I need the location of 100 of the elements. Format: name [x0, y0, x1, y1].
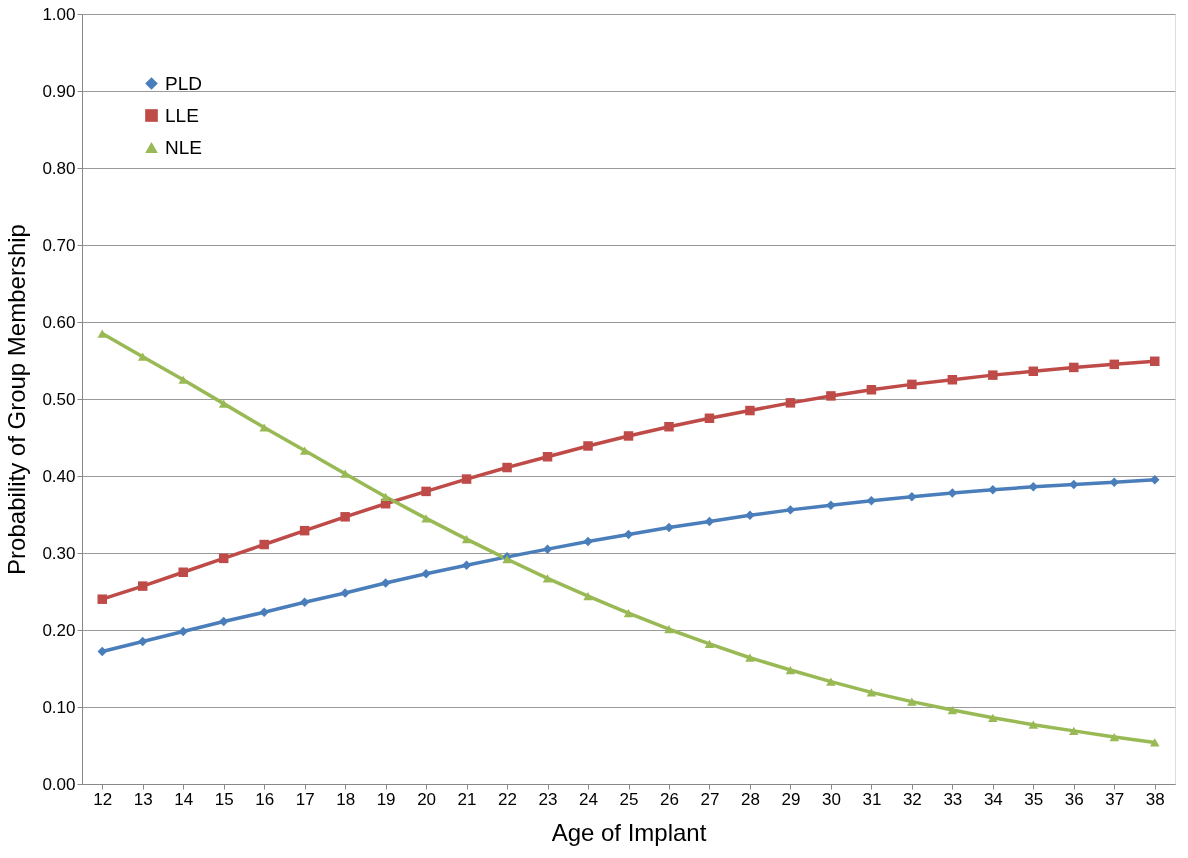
point	[583, 441, 593, 451]
point	[299, 525, 310, 536]
y-tick-label: 0.00	[42, 774, 76, 794]
point	[137, 352, 148, 361]
x-tick-label: 36	[1064, 789, 1084, 809]
point	[704, 516, 715, 527]
point	[826, 500, 836, 510]
x-tick-label: 33	[943, 789, 963, 809]
point	[340, 469, 350, 478]
y-tick-label: 0.70	[42, 235, 76, 255]
point	[218, 399, 229, 408]
point	[1069, 362, 1079, 373]
point	[947, 705, 958, 715]
point	[542, 574, 553, 583]
point	[745, 653, 755, 662]
point	[1109, 732, 1120, 742]
y-tick-label: 0.80	[42, 158, 76, 178]
point	[299, 597, 310, 608]
x-tick-label: 13	[133, 789, 153, 809]
point	[785, 398, 796, 408]
point	[988, 485, 998, 495]
x-tick-label: 26	[660, 789, 679, 809]
x-tick-label: 20	[417, 789, 437, 809]
point	[461, 535, 472, 544]
point	[1150, 475, 1160, 485]
legend-label: NLE	[165, 136, 202, 158]
point	[421, 514, 431, 523]
point	[259, 539, 269, 550]
point	[583, 536, 593, 547]
point	[907, 492, 917, 502]
point	[1109, 359, 1120, 370]
point	[664, 421, 674, 432]
x-tick-label: 35	[1024, 789, 1044, 809]
point	[97, 594, 107, 604]
x-tick-label: 28	[740, 789, 760, 809]
point	[704, 413, 715, 423]
y-tick-label: 0.60	[42, 312, 76, 332]
x-tick-label: 32	[902, 789, 922, 809]
point	[97, 646, 107, 657]
y-tick-label: 1.00	[42, 4, 76, 24]
y-tick-label: 0.90	[42, 81, 76, 101]
point	[380, 578, 391, 588]
point	[826, 677, 836, 686]
x-tick-label: 23	[538, 789, 558, 809]
point	[1150, 356, 1160, 367]
point	[583, 592, 593, 601]
x-tick-label: 14	[174, 789, 194, 809]
x-tick-label: 18	[336, 789, 356, 809]
point	[218, 616, 229, 627]
x-tick-label: 21	[457, 789, 477, 809]
y-tick-label: 0.10	[42, 697, 76, 717]
point	[178, 375, 188, 384]
point	[299, 446, 310, 455]
point	[97, 329, 107, 338]
point	[502, 462, 512, 473]
point	[380, 492, 391, 501]
point	[664, 625, 674, 634]
x-tick-label: 16	[255, 789, 275, 809]
point	[623, 608, 634, 618]
point	[907, 379, 917, 390]
legend-label: LLE	[165, 104, 199, 126]
point	[542, 544, 553, 554]
y-axis-title: Probability of Group Membership	[3, 224, 31, 575]
x-tick-label: 25	[619, 789, 639, 809]
point	[1028, 720, 1039, 729]
point	[340, 512, 350, 522]
point	[745, 510, 755, 521]
point	[785, 665, 796, 675]
point	[1069, 726, 1079, 735]
point	[623, 431, 634, 441]
x-tick-label: 12	[93, 789, 113, 809]
x-tick-label: 27	[700, 789, 720, 809]
point	[1150, 738, 1160, 747]
point	[826, 391, 836, 401]
point	[137, 581, 148, 591]
point	[421, 569, 431, 579]
point	[947, 375, 958, 385]
point	[866, 688, 877, 697]
point	[461, 560, 472, 571]
point	[421, 486, 431, 497]
x-tick-label: 37	[1105, 789, 1125, 809]
point	[866, 385, 877, 395]
point	[1028, 366, 1039, 377]
point	[988, 370, 998, 380]
x-tick-label: 29	[781, 789, 801, 809]
y-tick-label: 0.20	[42, 620, 76, 640]
point	[745, 405, 755, 416]
x-tick-label: 19	[376, 789, 396, 809]
y-tick-label: 0.40	[42, 466, 76, 486]
point	[259, 423, 269, 432]
point	[461, 474, 472, 484]
point	[218, 553, 229, 564]
point	[137, 636, 148, 647]
x-tick-label: 15	[214, 789, 234, 809]
x-tick-label: 38	[1145, 789, 1165, 809]
point	[259, 607, 269, 618]
point	[178, 567, 188, 577]
x-tick-label: 30	[821, 789, 841, 809]
x-axis-title: Age of Implant	[551, 818, 707, 846]
point	[623, 529, 634, 540]
